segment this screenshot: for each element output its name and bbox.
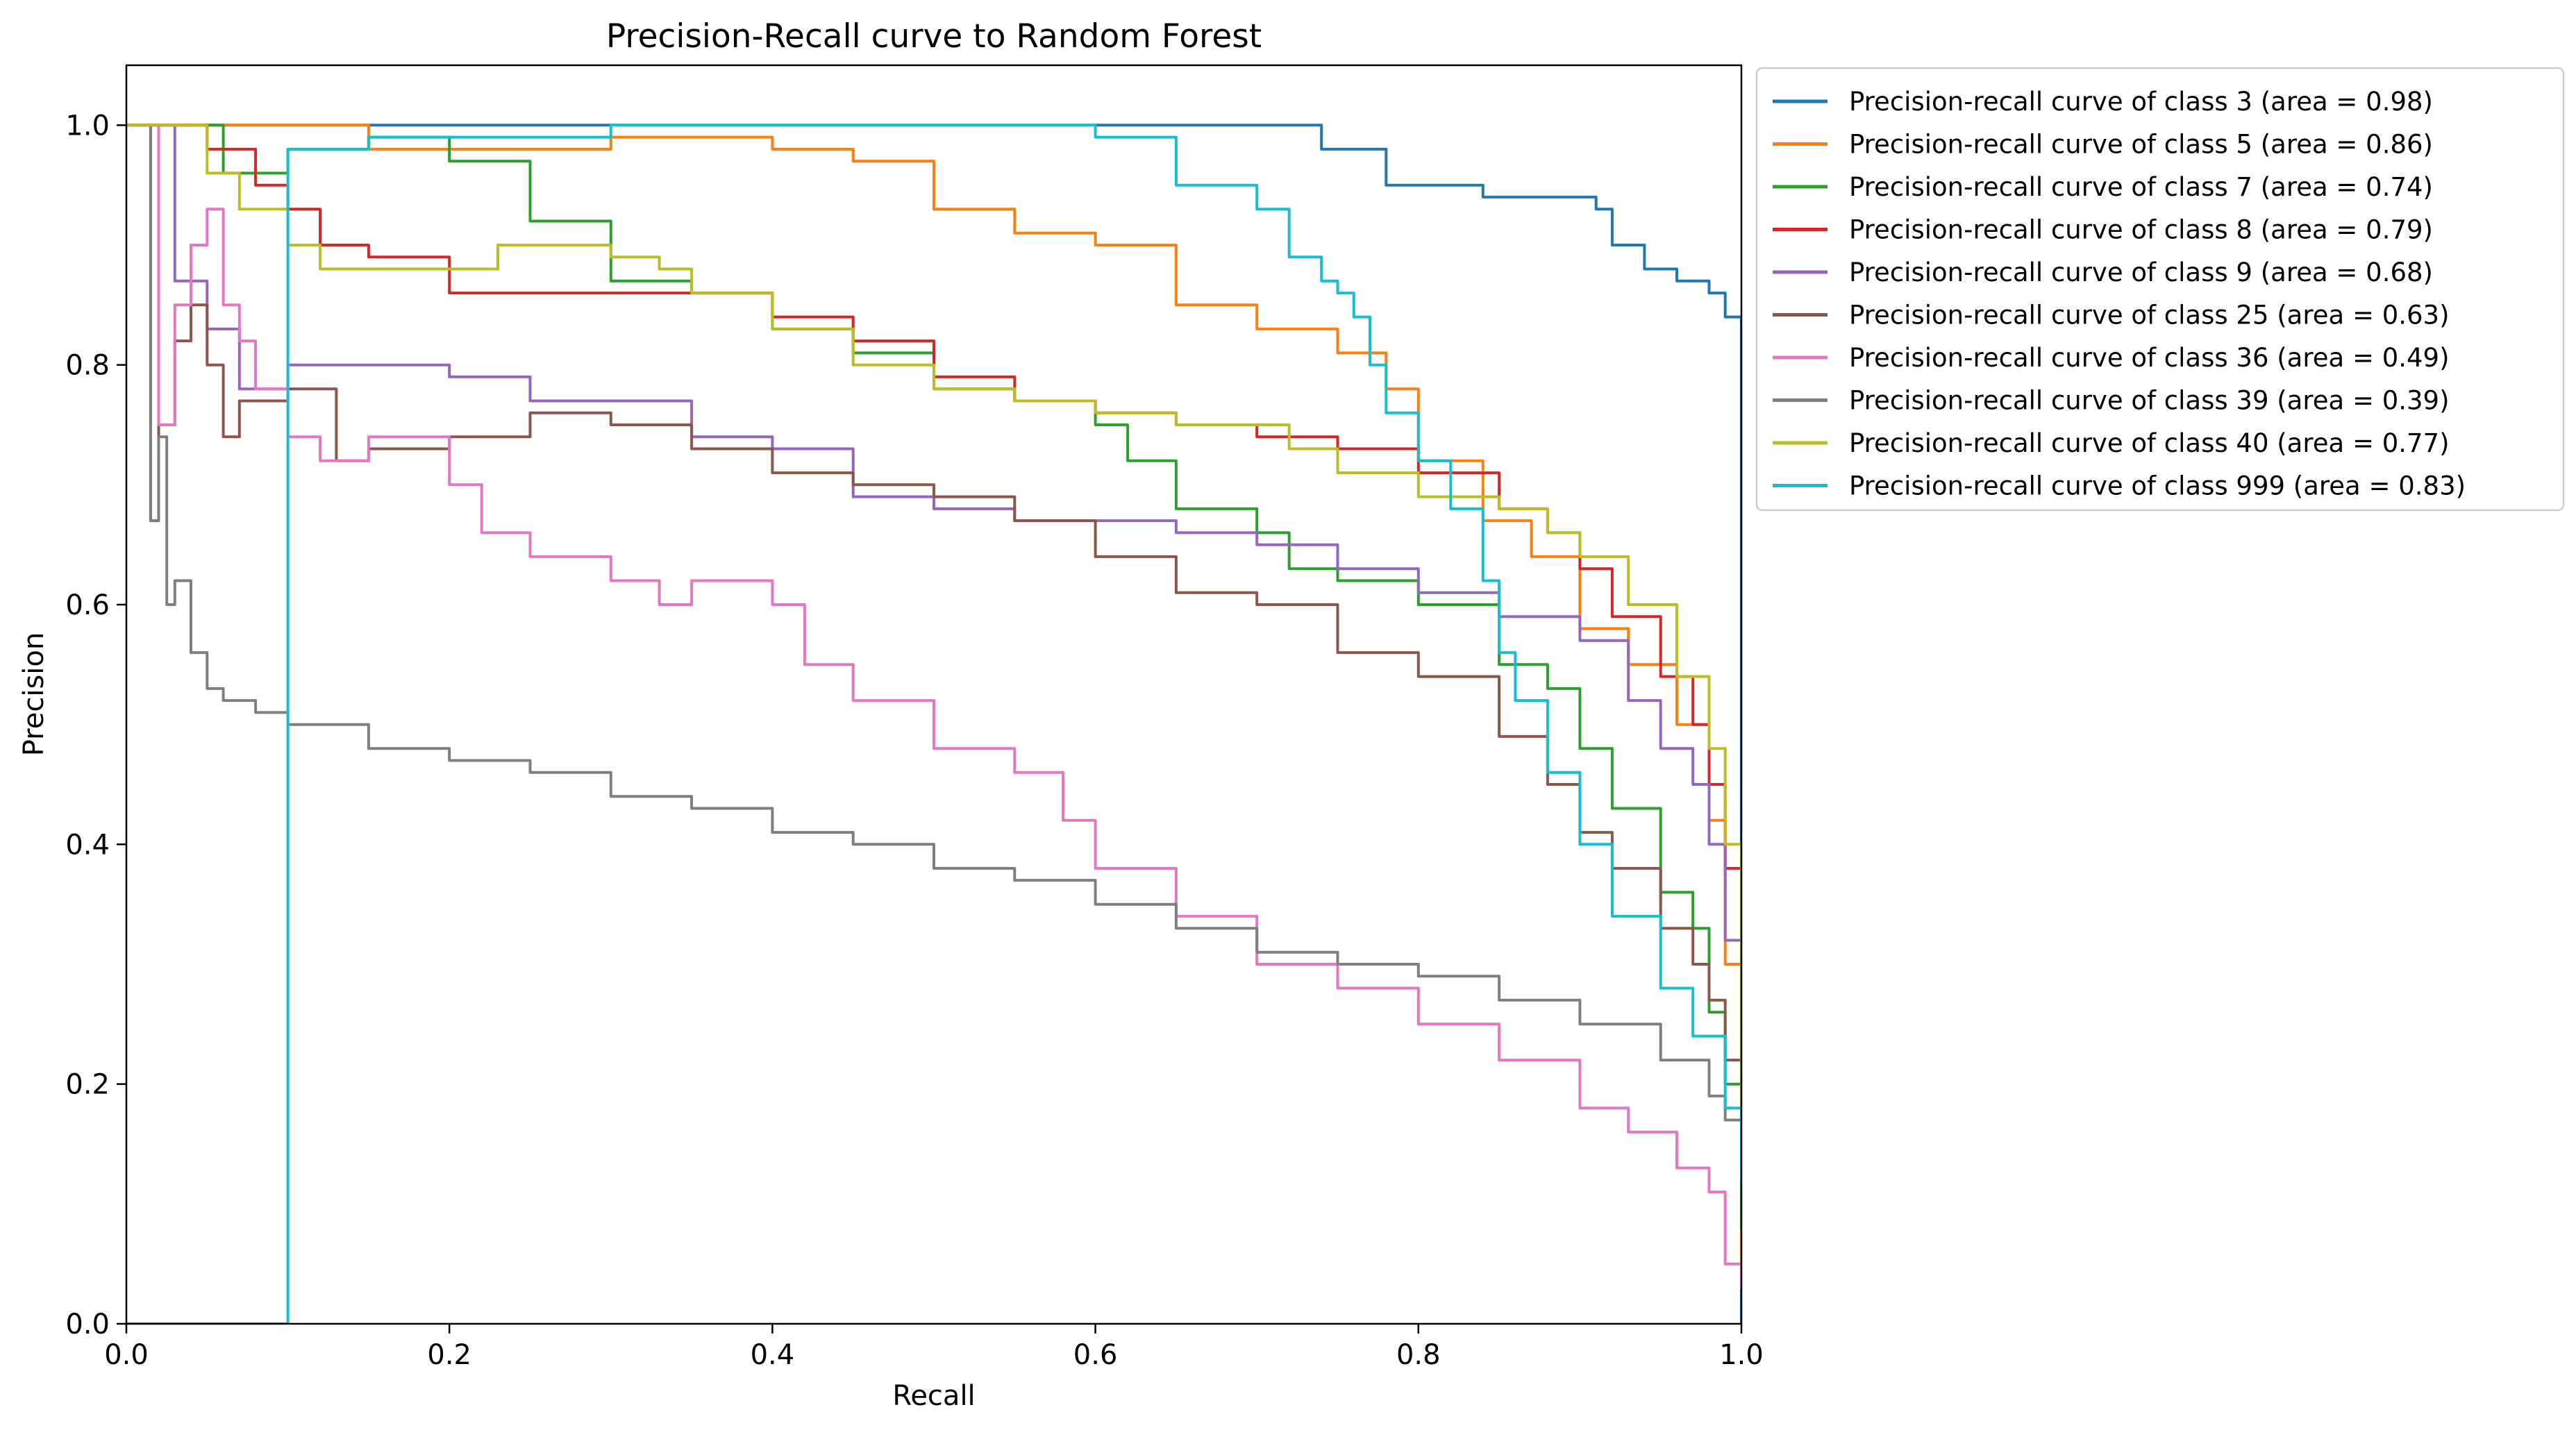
series-line-8 bbox=[126, 124, 1741, 1145]
plot-frame bbox=[125, 64, 1743, 1325]
legend: Precision-recall curve of class 3 (area … bbox=[1755, 67, 2565, 512]
series-layer bbox=[126, 124, 1741, 1324]
x-axis: 0.0 0.2 0.4 0.6 0.8 1.0 bbox=[104, 1324, 1764, 1371]
y-tick-label: 1.0 bbox=[65, 110, 110, 142]
legend-label-5: Precision-recall curve of class 25 (area… bbox=[1849, 301, 2450, 330]
x-tick-label: 0.4 bbox=[751, 1339, 795, 1371]
y-tick-label: 0.8 bbox=[65, 350, 110, 382]
y-axis-label: Precision bbox=[18, 632, 50, 756]
x-tick-label: 0.6 bbox=[1073, 1339, 1118, 1371]
legend-label-0: Precision-recall curve of class 3 (area … bbox=[1849, 87, 2433, 117]
x-tick-label: 1.0 bbox=[1719, 1339, 1764, 1371]
x-axis-label: Recall bbox=[892, 1380, 975, 1412]
y-tick-label: 0.6 bbox=[65, 589, 110, 621]
legend-label-6: Precision-recall curve of class 36 (area… bbox=[1849, 343, 2450, 373]
y-tick-label: 0.2 bbox=[65, 1069, 110, 1101]
y-tick-label: 0.0 bbox=[65, 1309, 110, 1340]
legend-label-4: Precision-recall curve of class 9 (area … bbox=[1849, 258, 2433, 287]
legend-label-1: Precision-recall curve of class 5 (area … bbox=[1849, 130, 2433, 160]
y-tick-label: 0.4 bbox=[65, 829, 110, 861]
legend-label-2: Precision-recall curve of class 7 (area … bbox=[1849, 172, 2433, 202]
series-line-2 bbox=[126, 124, 1741, 1229]
series-line-9 bbox=[126, 124, 1741, 1324]
x-tick-label: 0.0 bbox=[104, 1339, 149, 1371]
legend-label-7: Precision-recall curve of class 39 (area… bbox=[1849, 386, 2450, 416]
series-line-6 bbox=[126, 124, 1741, 1290]
series-line-1 bbox=[126, 124, 1741, 1265]
legend-frame bbox=[1755, 67, 2565, 512]
x-tick-label: 0.2 bbox=[427, 1339, 471, 1371]
legend-label-8: Precision-recall curve of class 40 (area… bbox=[1849, 428, 2450, 458]
series-line-0 bbox=[126, 124, 1741, 1324]
x-tick-label: 0.8 bbox=[1396, 1339, 1441, 1371]
series-line-7 bbox=[126, 124, 1741, 1158]
legend-label-9: Precision-recall curve of class 999 (are… bbox=[1849, 471, 2466, 501]
legend-label-3: Precision-recall curve of class 8 (area … bbox=[1849, 215, 2433, 245]
chart-title: Precision-Recall curve to Random Forest bbox=[606, 17, 1262, 56]
y-axis: 0.0 0.2 0.4 0.6 0.8 1.0 bbox=[65, 110, 126, 1340]
